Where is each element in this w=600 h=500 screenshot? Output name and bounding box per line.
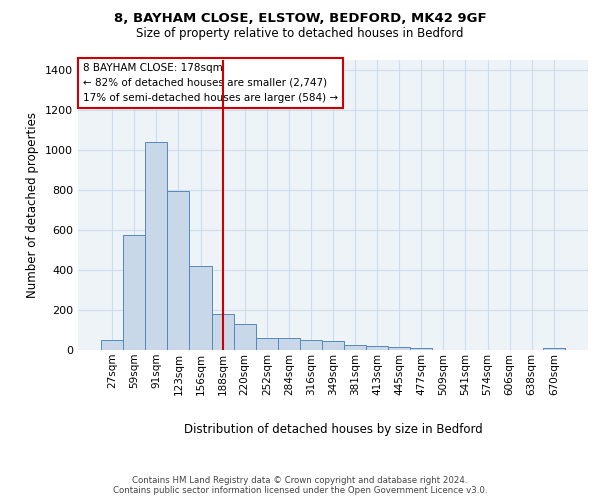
Bar (212, 314, 233, 350)
Bar (101, 340, 123, 350)
Text: Contains HM Land Registry data © Crown copyright and database right 2024.
Contai: Contains HM Land Registry data © Crown c… (113, 476, 487, 495)
Bar (344, 345, 366, 350)
Bar (300, 340, 322, 350)
Text: Size of property relative to detached houses in Bedford: Size of property relative to detached ho… (136, 28, 464, 40)
Bar (123, 235, 145, 350)
Bar (322, 340, 344, 350)
Bar (388, 347, 410, 350)
Bar (543, 348, 565, 350)
Bar (145, 142, 167, 350)
Bar (167, 192, 190, 350)
Bar (366, 346, 388, 350)
Bar (233, 324, 256, 350)
Text: Distribution of detached houses by size in Bedford: Distribution of detached houses by size … (184, 422, 482, 436)
Bar (190, 266, 212, 350)
Bar (278, 338, 300, 350)
Text: 8, BAYHAM CLOSE, ELSTOW, BEDFORD, MK42 9GF: 8, BAYHAM CLOSE, ELSTOW, BEDFORD, MK42 9… (113, 12, 487, 26)
Bar (410, 348, 433, 350)
Text: 8 BAYHAM CLOSE: 178sqm
← 82% of detached houses are smaller (2,747)
17% of semi-: 8 BAYHAM CLOSE: 178sqm ← 82% of detached… (83, 63, 338, 102)
Bar (256, 338, 278, 350)
Y-axis label: Number of detached properties: Number of detached properties (26, 112, 40, 298)
